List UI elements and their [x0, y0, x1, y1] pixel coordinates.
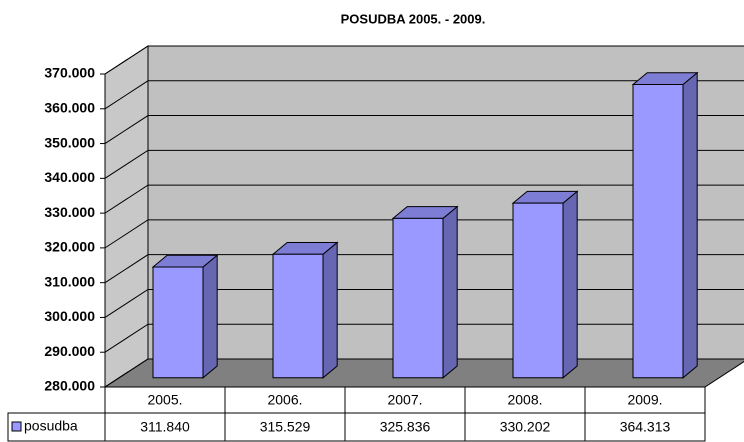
- side-wall: [104, 45, 149, 388]
- bar-front: [152, 266, 204, 379]
- x-tick-label: 2008.: [507, 392, 542, 408]
- legend-label: posudba: [24, 418, 78, 434]
- data-label: 364.313: [620, 419, 671, 435]
- y-tick-label: 310.000: [44, 273, 95, 289]
- bar: [151, 254, 219, 379]
- data-label: 311.840: [140, 419, 190, 435]
- x-tick-label: 2005.: [147, 392, 182, 408]
- data-label: 325.836: [380, 419, 431, 435]
- y-tick-label: 370.000: [44, 65, 95, 81]
- y-tick-label: 290.000: [44, 343, 95, 359]
- y-tick-label: 360.000: [44, 99, 95, 115]
- bar-side: [562, 190, 578, 379]
- bar-front: [512, 202, 564, 379]
- bar-side: [682, 71, 698, 379]
- bar-front: [272, 253, 324, 379]
- bar: [271, 241, 339, 379]
- y-tick-label: 330.000: [44, 204, 95, 220]
- grid-line: [104, 80, 744, 110]
- x-tick-label: 2007.: [387, 392, 422, 408]
- y-tick-label: 340.000: [44, 169, 95, 185]
- bar-side: [322, 241, 338, 379]
- grid-line: [104, 45, 744, 75]
- data-label: 330.202: [500, 419, 551, 435]
- grid-line: [104, 184, 744, 214]
- legend-cell: [7, 412, 106, 442]
- bar: [631, 71, 699, 379]
- grid-line: [104, 115, 744, 144]
- bar-front: [632, 84, 684, 379]
- legend-swatch: [11, 421, 22, 432]
- y-tick-label: 300.000: [44, 308, 95, 324]
- data-label: 315.529: [260, 419, 311, 435]
- chart-title: POSUDBA 2005. - 2009.: [341, 11, 486, 26]
- y-tick-label: 350.000: [44, 134, 95, 150]
- bar: [391, 205, 459, 379]
- y-tick-label: 280.000: [44, 378, 95, 394]
- bar-front: [392, 217, 444, 379]
- bar-side: [442, 205, 458, 379]
- x-tick-label: 2006.: [267, 392, 302, 408]
- grid-line: [104, 149, 744, 179]
- bar: [511, 190, 579, 379]
- y-tick-label: 320.000: [44, 239, 95, 255]
- bar-side: [202, 254, 218, 379]
- x-tick-label: 2009.: [627, 392, 662, 408]
